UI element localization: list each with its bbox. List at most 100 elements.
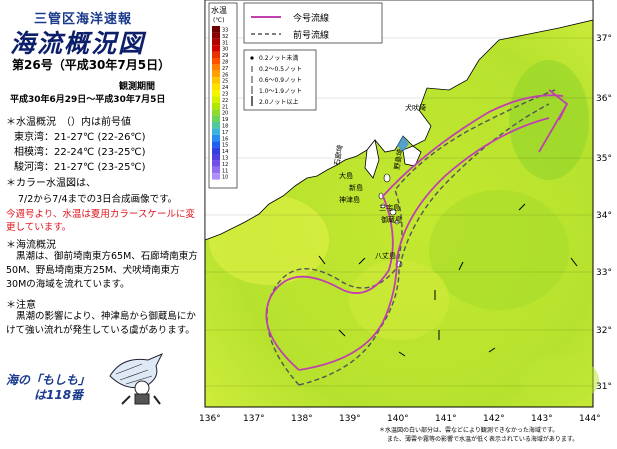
colorbar-cell <box>212 141 220 148</box>
lat-label: 37° <box>596 34 612 44</box>
lon-label: 140° <box>387 414 409 424</box>
colorbar-tick: 12 <box>222 162 228 168</box>
previous-stream-inner <box>298 103 550 386</box>
colorbar-cell <box>212 70 220 78</box>
current-stream-inner <box>298 117 550 371</box>
colorbar-cell <box>212 109 220 116</box>
footnote-1: ＊水温図の白い部分は、雲などにより観測できなかった海域です。 <box>379 426 558 434</box>
land-izu <box>364 139 380 179</box>
water-temp-title: ＊水温概況 （）内は前号値 <box>6 117 131 128</box>
speed-scale-box <box>243 49 317 111</box>
colorbar-cell <box>212 26 220 33</box>
place-label: 神津島 <box>339 195 360 204</box>
mascot-slogan-line1: 海の「もしも」 <box>6 373 91 387</box>
ocean-current-map: 37° 36° 35° 34° 33° 32° 31° 136° 137° 13… <box>199 0 612 443</box>
place-label: 石廊埼 <box>332 144 345 166</box>
lon-label: 139° <box>339 414 361 424</box>
place-label: 犬吠埼 <box>405 103 426 112</box>
caution-desc: 黒潮の影響により、神津島から御蔵島にかけて強い流れが発生している虞があります。 <box>6 310 198 338</box>
colorbar-cell <box>212 51 220 58</box>
place-label: 三宅島 <box>379 203 400 212</box>
previous-stream-outer <box>266 89 556 386</box>
issue-number: 第26号（平成30年7月5日） <box>12 58 171 72</box>
colorbar-tick: 28 <box>222 60 228 66</box>
colorbar-cell <box>212 134 220 142</box>
colorbar-tick: 30 <box>222 47 228 53</box>
lat-label: 33° <box>596 268 612 278</box>
lon-label: 137° <box>243 414 265 424</box>
current-stream-outer <box>265 94 564 371</box>
colorbar-tick: 33 <box>222 28 228 34</box>
colorbar-cell <box>212 115 220 122</box>
colorbar-cell <box>212 38 220 46</box>
color-image-title: ＊カラー水温図は、 <box>6 178 96 189</box>
color-image-desc: 7/2から7/4までの3日合成画像です。 <box>18 194 178 205</box>
colorbar-cell <box>212 173 220 180</box>
colorbar-tick: 19 <box>222 117 228 123</box>
colorbar-cell <box>212 128 220 135</box>
current-vectors <box>318 203 578 357</box>
colorbar-tick: 18 <box>222 124 228 130</box>
temp-row-suruga: 駿河湾：21-27℃ (23-25℃) <box>14 162 146 173</box>
temp-row-sagami: 相模湾：22-24℃ (23-25℃) <box>14 147 146 158</box>
colorbar-cell <box>212 58 220 65</box>
colorbar-tick: 16 <box>222 136 228 142</box>
colorbar-tick: 11 <box>222 168 228 174</box>
colorbar-cell <box>212 102 220 110</box>
current-desc: 黒潮は、御前埼南東方65M、石廊埼南東方50M、野島埼南東方25M、犬吠埼南東方… <box>6 250 198 292</box>
colorbar-tick: 17 <box>222 130 228 136</box>
colorbar-tick: 15 <box>222 143 228 149</box>
colorbar-cell <box>212 90 220 97</box>
lon-label: 143° <box>531 414 553 424</box>
mascot-illustration <box>109 353 164 405</box>
page-title: 海流概況図 <box>10 29 146 58</box>
colorbar-tick: 24 <box>222 85 228 91</box>
speed-scale-label: 0.2ノット未満 <box>259 54 298 62</box>
colorbar-cell <box>212 32 220 39</box>
color-scale-note: 今週号より、水温は夏用カラースケールに変更しています。 <box>6 209 195 233</box>
lat-label: 32° <box>596 326 612 336</box>
current-stream-arrowhead <box>538 89 569 153</box>
place-label: 八丈島 <box>375 251 396 260</box>
observation-period: 平成30年6月29日〜平成30年7月5日 <box>10 95 166 105</box>
lon-label: 144° <box>579 414 601 424</box>
footnote-2: また、薄雲や霧等の影響で水温が低く表示されている海域があります。 <box>387 435 578 443</box>
colorbar-cell <box>212 147 220 154</box>
lon-label: 142° <box>483 414 505 424</box>
colorbar-cell <box>212 154 220 161</box>
place-label: 新島 <box>349 183 363 192</box>
colorbar-tick: 14 <box>222 149 228 155</box>
colorbar-cell <box>212 122 220 129</box>
colorbar-cell <box>212 166 220 174</box>
speed-scale-label: 2.0ノット以上 <box>259 98 298 106</box>
agency-title: 三管区海洋速報 <box>34 12 133 27</box>
colorbar-cell <box>212 160 220 167</box>
place-label: 大島 <box>339 171 353 180</box>
colorbar-tick: 23 <box>222 92 228 98</box>
colorbar-tick: 26 <box>222 72 228 78</box>
place-label: 野島埼 <box>392 148 405 170</box>
lon-label: 138° <box>291 414 313 424</box>
colorbar-cell <box>212 83 220 90</box>
mascot-slogan-line2: は118番 <box>34 388 84 402</box>
observation-label: 観測期間 <box>119 82 156 92</box>
speed-scale-label: 0.2〜0.5ノット <box>259 66 302 73</box>
colorbar-title: 水温 <box>211 5 227 15</box>
lat-label: 36° <box>596 94 612 104</box>
speed-scale-label: 0.6〜0.9ノット <box>259 77 302 84</box>
temp-row-tokyo: 東京湾：21-27℃ (22-26℃) <box>14 132 146 143</box>
colorbar-tick: 32 <box>222 34 228 40</box>
colorbar-tick: 20 <box>222 111 228 117</box>
colorbar: 3332313029282726252423222120191817161514… <box>212 26 228 181</box>
caution-title: ＊注意 <box>6 300 36 311</box>
colorbar-cell <box>212 64 220 71</box>
lon-label: 136° <box>199 414 221 424</box>
lat-label: 31° <box>596 382 612 392</box>
colorbar-tick: 31 <box>222 40 228 46</box>
colorbar-unit: (℃) <box>213 17 224 24</box>
sst-patches <box>209 60 599 405</box>
speed-scale-arrows <box>250 56 254 106</box>
lat-label: 35° <box>596 154 612 164</box>
legend-previous-label: 前号流線 <box>293 29 329 41</box>
legend-box <box>243 2 383 44</box>
